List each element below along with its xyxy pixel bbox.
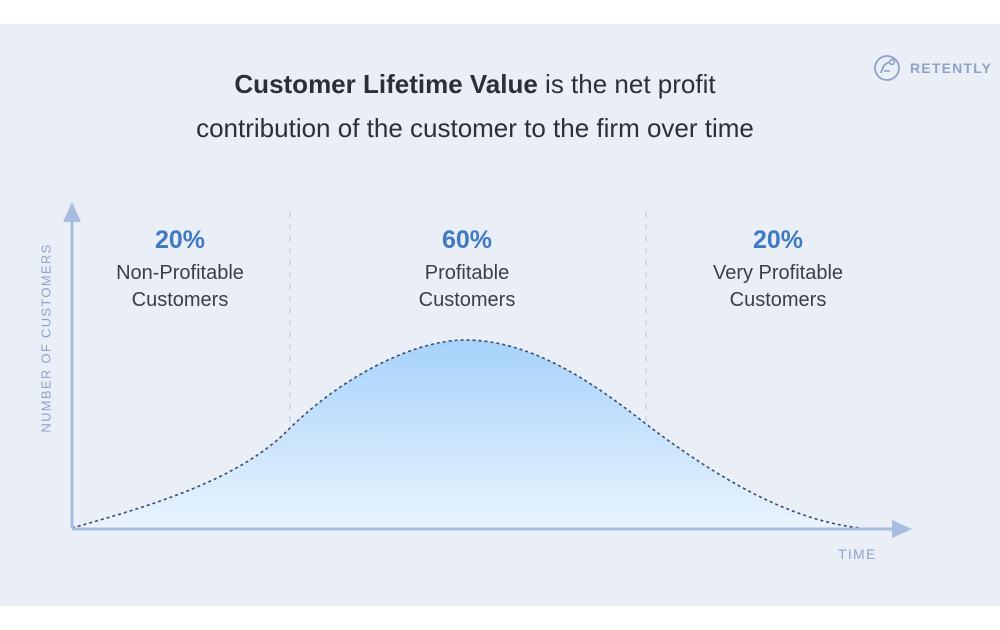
- segment-label-line1: Profitable: [424, 262, 510, 284]
- segment-label-line1: Very Profitable: [712, 262, 844, 284]
- x-axis-arrow-icon: [892, 520, 912, 538]
- diagram-title: Customer Lifetime Value is the net profi…: [0, 62, 975, 150]
- segment-label-line1: Non-Profitable: [116, 262, 244, 284]
- retently-logo: RETENTLY: [872, 54, 992, 82]
- y-axis-arrow-icon: [63, 202, 81, 222]
- curve-area: [72, 340, 860, 528]
- retently-logo-icon: [874, 55, 900, 81]
- segment-label-line2: Customers: [729, 289, 827, 311]
- segment-profitable: 60% Profitable Customers: [337, 224, 597, 314]
- title-line2: contribution of the customer to the firm…: [196, 113, 754, 143]
- segment-percent: 60%: [441, 226, 493, 254]
- segment-label-line2: Customers: [131, 289, 229, 311]
- segment-non-profitable: 20% Non-Profitable Customers: [50, 224, 310, 314]
- retently-logo-text: RETENTLY: [910, 60, 993, 76]
- x-axis-label: TIME: [838, 546, 877, 562]
- segment-percent: 20%: [752, 226, 804, 254]
- segment-label-line2: Customers: [418, 289, 516, 311]
- title-rest: is the net profit: [537, 69, 716, 99]
- segment-label: Non-Profitable Customers: [50, 260, 310, 314]
- curve-line: [71, 339, 861, 529]
- segment-percent: 20%: [154, 226, 206, 254]
- y-axis-label: NUMBER OF CUSTOMERS: [38, 243, 54, 433]
- title-bold: Customer Lifetime Value: [234, 69, 538, 99]
- segment-very-profitable: 20% Very Profitable Customers: [648, 224, 908, 314]
- segment-label: Very Profitable Customers: [648, 260, 908, 314]
- segment-label: Profitable Customers: [337, 260, 597, 314]
